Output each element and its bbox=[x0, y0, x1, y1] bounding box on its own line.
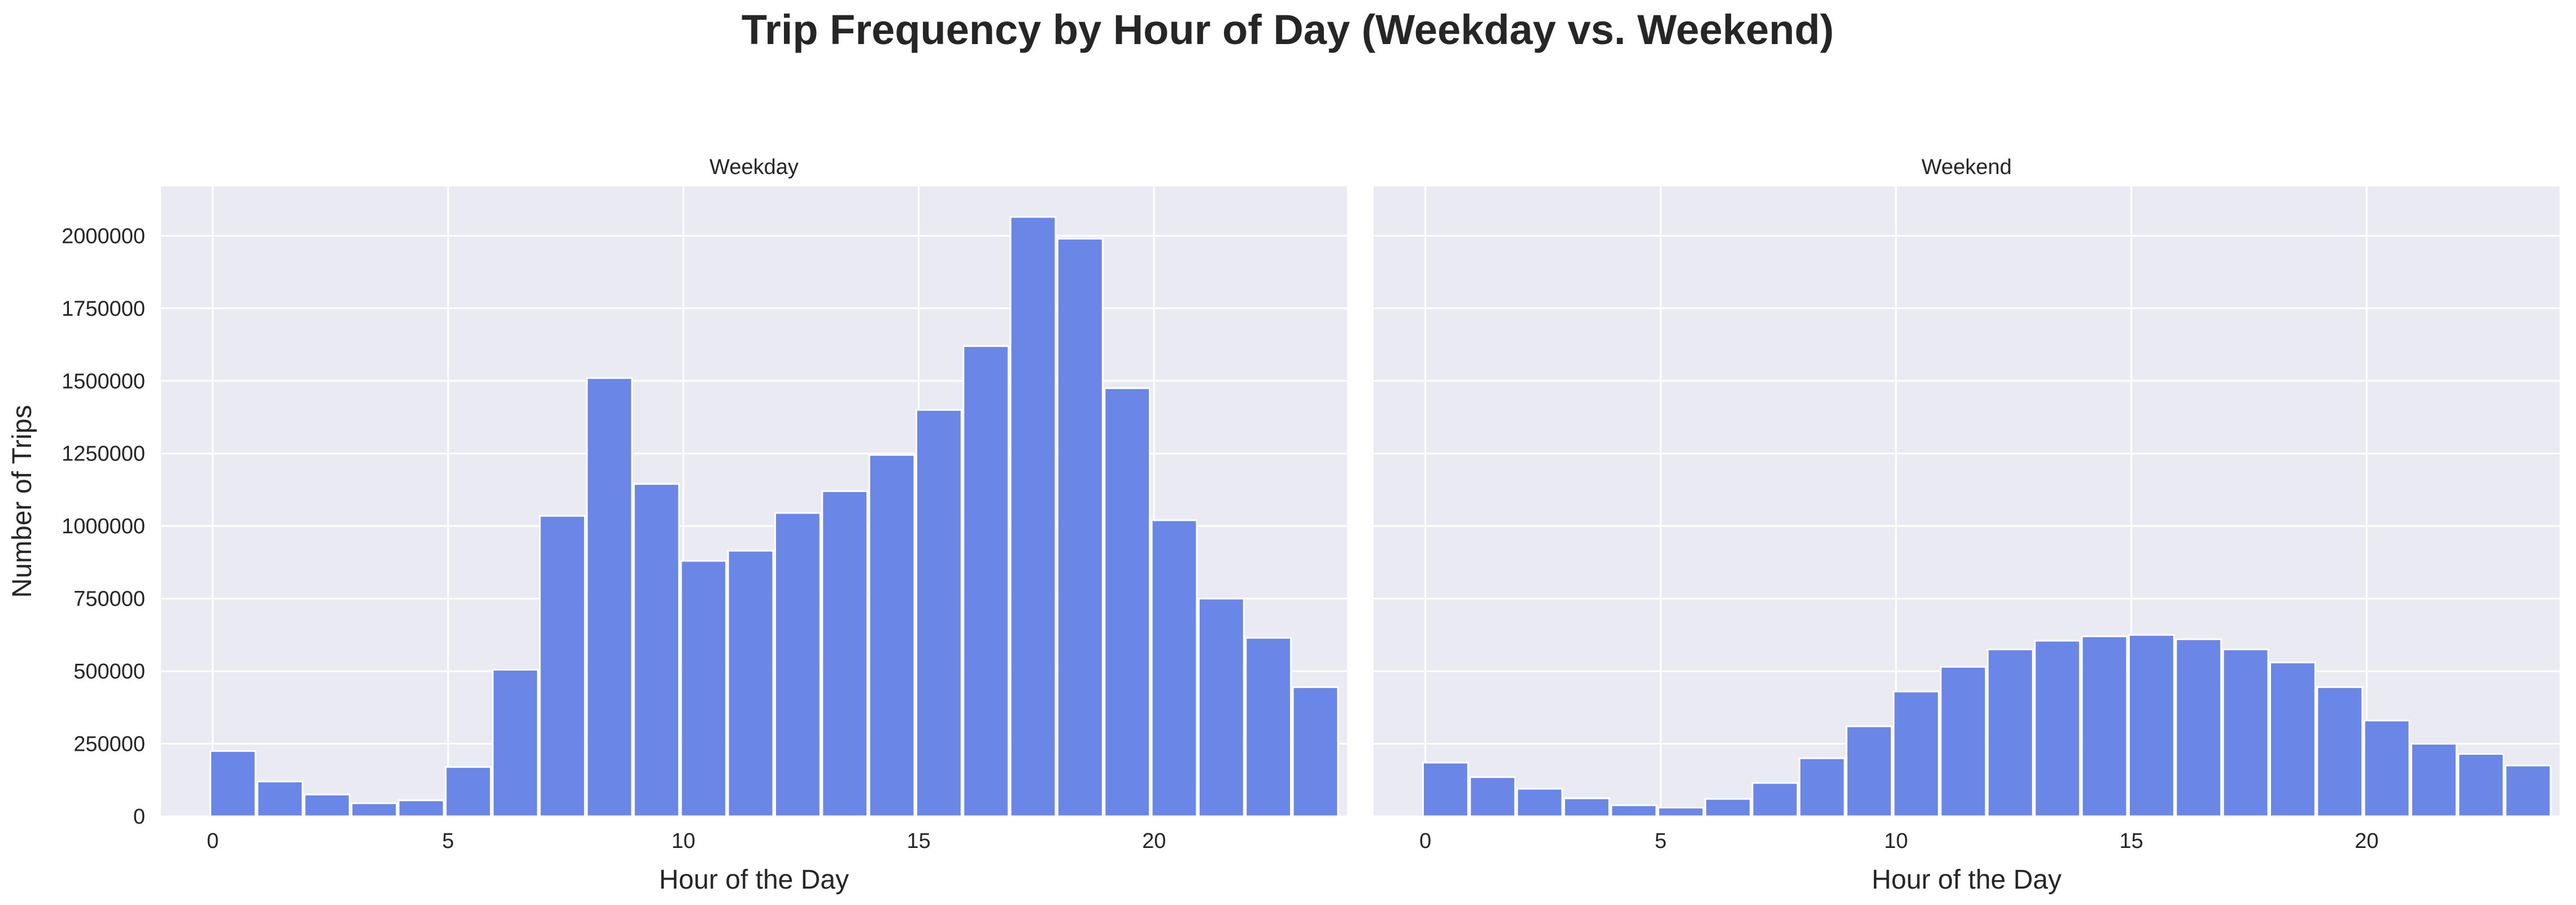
y-tick-label: 1250000 bbox=[62, 442, 145, 466]
bar bbox=[2034, 639, 2081, 817]
panel-0: Weekday 0 5 10 15 20 0 250000 500000 750000 100000… bbox=[7, 155, 1347, 895]
bar bbox=[868, 454, 916, 817]
bar bbox=[2128, 634, 2175, 817]
bar bbox=[444, 766, 492, 817]
bar bbox=[351, 802, 398, 817]
y-tick-label: 0 bbox=[133, 805, 145, 829]
bar bbox=[1846, 725, 1893, 817]
bar bbox=[2504, 764, 2552, 817]
bar bbox=[1104, 387, 1151, 817]
bar bbox=[1893, 690, 1940, 817]
bar bbox=[1292, 686, 1339, 817]
bar bbox=[1245, 637, 1292, 817]
bar bbox=[492, 669, 539, 817]
bar bbox=[303, 793, 351, 817]
x-tick-label: 5 bbox=[1655, 829, 1667, 853]
bar bbox=[1198, 598, 1245, 817]
panel-title: Weekday bbox=[709, 155, 799, 179]
bar bbox=[2269, 662, 2316, 817]
bar bbox=[398, 799, 445, 817]
x-axis-label: Hour of the Day bbox=[659, 865, 849, 895]
figure-title: Trip Frequency by Hour of Day (Weekday v… bbox=[742, 6, 1834, 53]
x-tick-label: 20 bbox=[1142, 829, 1166, 853]
bar bbox=[2411, 743, 2457, 817]
bar bbox=[2175, 638, 2222, 817]
y-tick-label: 1000000 bbox=[62, 515, 145, 538]
x-tick-label: 10 bbox=[1884, 829, 1908, 853]
bar bbox=[2316, 686, 2364, 817]
bar bbox=[821, 490, 869, 817]
x-axis-label: Hour of the Day bbox=[1872, 865, 2061, 895]
panel-title: Weekend bbox=[1921, 155, 2012, 179]
panel-1: Weekend 0 5 10 15 20 Hour of the Day bbox=[1374, 155, 2560, 895]
bar bbox=[1563, 797, 1610, 817]
bar bbox=[1705, 798, 1751, 817]
bar bbox=[727, 550, 774, 817]
bar bbox=[1798, 757, 1846, 817]
y-tick-label: 2000000 bbox=[62, 224, 145, 248]
bar bbox=[774, 512, 821, 817]
bar bbox=[1516, 787, 1563, 817]
x-tick-label: 15 bbox=[907, 829, 931, 853]
bar bbox=[962, 345, 1010, 817]
bar bbox=[1939, 665, 1987, 817]
x-tick-label: 15 bbox=[2120, 829, 2143, 853]
x-tick-label: 5 bbox=[442, 829, 454, 853]
bar bbox=[1469, 776, 1516, 817]
bar bbox=[2363, 719, 2411, 817]
y-tick-label: 500000 bbox=[73, 660, 145, 684]
y-axis-label: Number of Trips bbox=[7, 405, 37, 598]
bar bbox=[1422, 762, 1469, 817]
bar bbox=[1751, 782, 1799, 817]
bar bbox=[680, 560, 727, 817]
bar bbox=[1610, 804, 1658, 817]
panels: Weekday 0 5 10 15 20 0 250000 500000 750000 100000… bbox=[7, 155, 2560, 895]
y-tick-label: 250000 bbox=[73, 733, 145, 756]
x-tick-label: 0 bbox=[207, 829, 219, 853]
bar bbox=[916, 409, 962, 817]
bar bbox=[256, 780, 304, 817]
bar bbox=[586, 377, 633, 817]
bar bbox=[1057, 237, 1104, 817]
bar bbox=[633, 483, 680, 817]
y-tick-label: 1500000 bbox=[62, 369, 145, 393]
bar bbox=[1150, 519, 1198, 817]
y-tick-label: 750000 bbox=[73, 588, 145, 611]
y-tick-label: 1750000 bbox=[62, 297, 145, 321]
bar bbox=[210, 750, 256, 817]
bar bbox=[2222, 649, 2269, 817]
x-tick-label: 10 bbox=[672, 829, 695, 853]
x-tick-label: 0 bbox=[1419, 829, 1431, 853]
bar bbox=[1987, 649, 2034, 817]
bar bbox=[539, 515, 586, 817]
bar bbox=[2081, 635, 2128, 817]
bar bbox=[1657, 807, 1705, 817]
x-tick-label: 20 bbox=[2355, 829, 2378, 853]
bar bbox=[2457, 753, 2505, 817]
bar bbox=[1009, 216, 1057, 817]
